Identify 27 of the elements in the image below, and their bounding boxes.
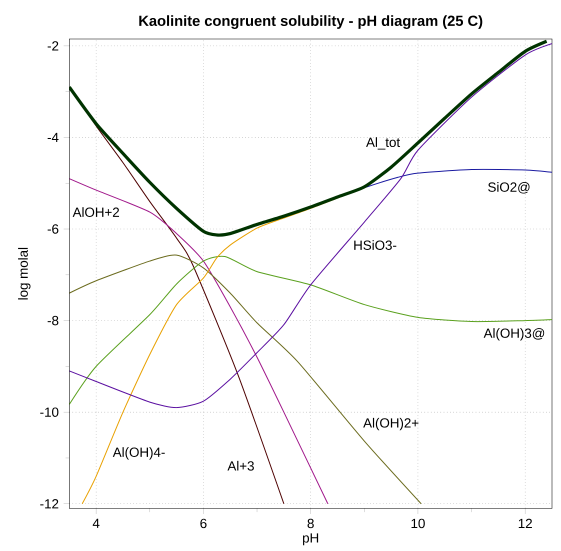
y-tick-label: -10 <box>40 407 58 417</box>
x-tick-label: 6 <box>200 518 207 528</box>
chart-title: Kaolinite congruent solubility - pH diagram (25 C) <box>139 15 482 29</box>
x-tick-label: 12 <box>518 518 532 528</box>
y-tick-label: -2 <box>48 41 58 51</box>
y-tick-label: -8 <box>48 316 58 326</box>
series-label: Al(OH)2+ <box>363 418 418 430</box>
x-tick-label: 4 <box>92 518 100 528</box>
y-axis-title: log molal <box>18 248 30 300</box>
y-tick-label: -4 <box>48 132 59 142</box>
series-label: Al(OH)3@ <box>484 328 544 341</box>
x-tick-label: 10 <box>412 518 425 528</box>
series-label: Al_tot <box>366 137 400 150</box>
y-tick-label: -12 <box>40 499 58 508</box>
series-label: HSiO3- <box>354 240 396 250</box>
series-label: SiO2@ <box>488 182 530 194</box>
line-series <box>69 254 422 504</box>
line-series <box>69 43 552 408</box>
series-label: Al(OH)4- <box>112 447 165 460</box>
line-series <box>69 256 552 405</box>
line-series <box>69 178 328 504</box>
y-tick-label: -6 <box>48 224 58 234</box>
line-series <box>69 40 548 237</box>
series-label: Al+3 <box>227 460 254 471</box>
x-tick-label: 8 <box>308 518 314 528</box>
x-axis-title: pH <box>303 533 318 546</box>
series-label: AlOH+2 <box>72 207 120 217</box>
